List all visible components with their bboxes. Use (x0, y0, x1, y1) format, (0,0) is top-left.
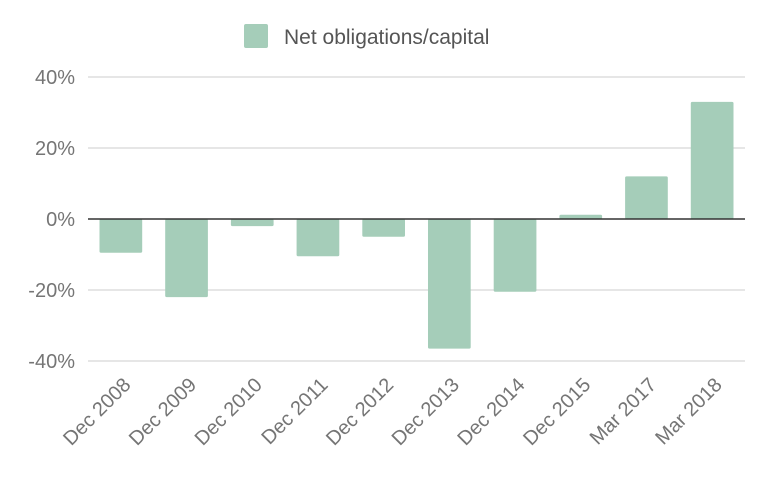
x-category-label: Dec 2014 (453, 374, 529, 450)
bar (690, 101, 734, 219)
legend: Net obligations/capital (244, 24, 489, 49)
bar (493, 219, 537, 292)
bar (165, 219, 208, 298)
x-category-label: Dec 2009 (125, 374, 201, 450)
bar (559, 214, 603, 219)
legend-swatch (244, 24, 268, 48)
y-tick-label: -20% (28, 280, 75, 302)
legend-label: Net obligations/capital (284, 26, 489, 49)
y-axis-tick-labels: 40% 20% 0% -20% -40% (28, 67, 75, 373)
bar (362, 219, 406, 237)
x-category-label: Dec 2015 (519, 374, 595, 450)
x-category-label: Dec 2008 (59, 374, 135, 450)
bar (296, 219, 340, 257)
x-category-label: Dec 2010 (191, 374, 267, 450)
bar (625, 176, 668, 219)
x-category-label: Dec 2011 (257, 374, 332, 449)
bar (230, 219, 274, 227)
bars (99, 101, 734, 349)
x-category-label: Mar 2017 (586, 374, 661, 449)
bar (427, 219, 471, 349)
y-tick-label: 20% (35, 138, 75, 160)
x-category-label: Dec 2013 (388, 374, 464, 450)
bar (99, 219, 143, 253)
x-category-label: Mar 2018 (651, 374, 726, 449)
y-tick-label: -40% (28, 351, 75, 373)
y-tick-label: 40% (35, 67, 75, 89)
x-category-label: Dec 2012 (322, 374, 398, 450)
y-tick-label: 0% (46, 209, 75, 231)
